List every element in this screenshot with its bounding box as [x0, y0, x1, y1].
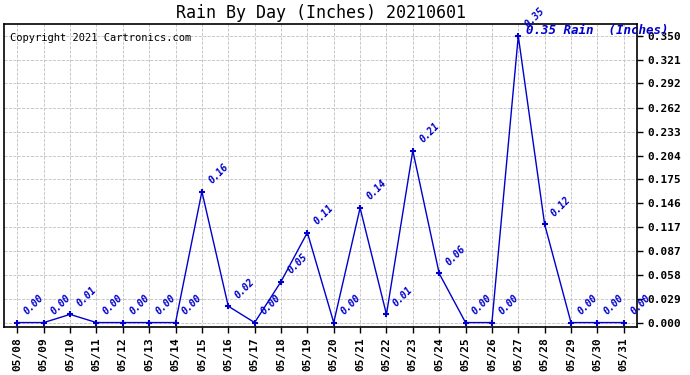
Text: 0.06: 0.06: [444, 244, 468, 267]
Text: 0.00: 0.00: [575, 293, 600, 316]
Text: 0.00: 0.00: [180, 293, 204, 316]
Text: 0.00: 0.00: [497, 293, 520, 316]
Text: 0.01: 0.01: [75, 285, 99, 308]
Text: 0.00: 0.00: [154, 293, 177, 316]
Text: 0.12: 0.12: [549, 195, 573, 218]
Text: 0.00: 0.00: [602, 293, 626, 316]
Text: 0.16: 0.16: [206, 162, 230, 185]
Text: 0.00: 0.00: [629, 293, 652, 316]
Text: 0.05: 0.05: [286, 252, 309, 276]
Text: 0.21: 0.21: [417, 121, 441, 144]
Text: 0.00: 0.00: [48, 293, 72, 316]
Text: 0.35: 0.35: [523, 6, 546, 30]
Text: 0.01: 0.01: [391, 285, 415, 308]
Text: 0.00: 0.00: [471, 293, 494, 316]
Text: 0.14: 0.14: [365, 178, 388, 202]
Text: 0.11: 0.11: [312, 202, 336, 226]
Text: 0.00: 0.00: [128, 293, 151, 316]
Text: 0.02: 0.02: [233, 276, 257, 300]
Text: 0.00: 0.00: [339, 293, 362, 316]
Text: 0.00: 0.00: [101, 293, 125, 316]
Text: 0.00: 0.00: [22, 293, 46, 316]
Title: Rain By Day (Inches) 20210601: Rain By Day (Inches) 20210601: [175, 4, 466, 22]
Text: Copyright 2021 Cartronics.com: Copyright 2021 Cartronics.com: [10, 33, 192, 43]
Text: 0.00: 0.00: [259, 293, 283, 316]
Text: 0.35 Rain  (Inches): 0.35 Rain (Inches): [526, 24, 669, 36]
